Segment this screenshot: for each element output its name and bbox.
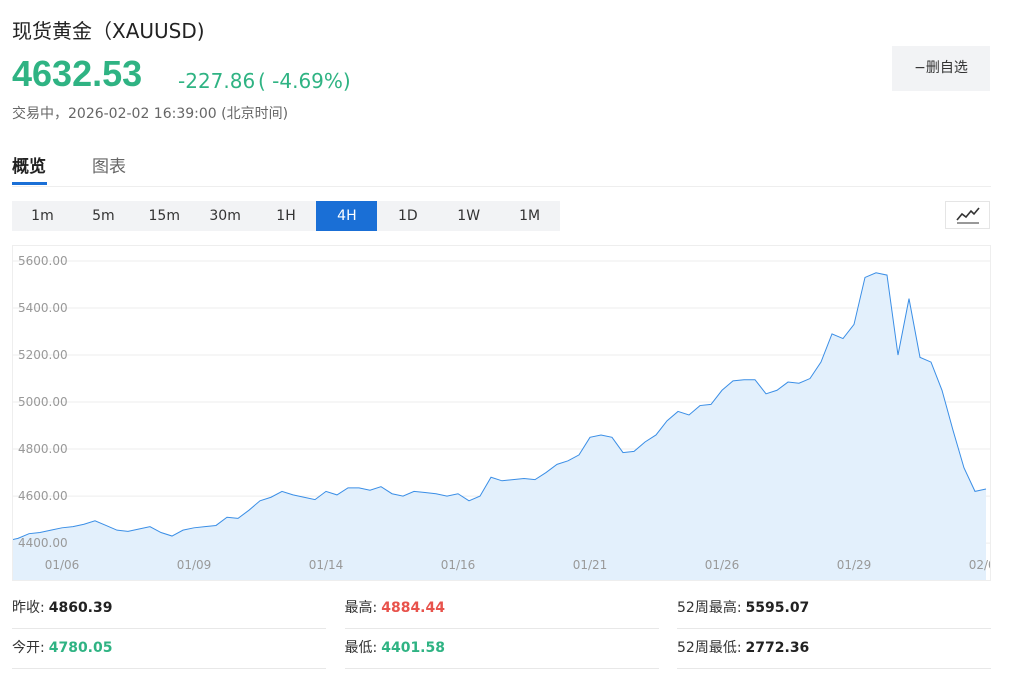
stat-item: 昨收: 4860.39 bbox=[12, 588, 326, 629]
stat-item: 最低: 4401.58 bbox=[344, 628, 659, 669]
y-tick-label: 4800.00 bbox=[18, 442, 68, 456]
watchlist-button[interactable]: −删自选 bbox=[892, 46, 990, 91]
stat-value: 4884.44 bbox=[381, 600, 445, 616]
asset-name: 现货黄金（XAUUSD) bbox=[12, 19, 205, 43]
timeframe-button[interactable]: 1W bbox=[457, 208, 481, 224]
stat-label: 52周最低: bbox=[677, 640, 742, 656]
x-tick-label: 02/02 bbox=[969, 558, 1004, 572]
stat-item: 最高: 4884.44 bbox=[344, 588, 659, 629]
y-tick-label: 4600.00 bbox=[18, 489, 68, 503]
stat-label: 最低: bbox=[344, 640, 378, 656]
x-tick-label: 01/26 bbox=[705, 558, 740, 572]
timeframe-button[interactable]: 5m bbox=[92, 208, 115, 224]
stat-value: 2772.36 bbox=[745, 640, 810, 656]
price: 4632.53 bbox=[12, 53, 143, 94]
tab-indicator bbox=[12, 182, 47, 185]
y-tick-label: 5200.00 bbox=[18, 348, 68, 362]
x-tick-label: 01/16 bbox=[441, 558, 476, 572]
timeframe-bar: 1m 5m 15m 30m 1H 4H 1D 1W 1M bbox=[12, 201, 560, 231]
y-tick-label: 5600.00 bbox=[18, 254, 68, 268]
tab[interactable]: 概览 bbox=[12, 157, 46, 177]
timeframe-button[interactable]: 4H bbox=[316, 201, 378, 231]
chart-type-button[interactable] bbox=[945, 201, 990, 229]
stat-item: 今开: 4780.05 bbox=[12, 628, 326, 669]
stat-item: 52周最低: 2772.36 bbox=[677, 628, 991, 669]
stat-value: 5595.07 bbox=[745, 600, 810, 616]
stat-value: 4401.58 bbox=[381, 640, 445, 656]
stat-label: 今开: bbox=[12, 640, 45, 656]
stat-item: 52周最高: 5595.07 bbox=[677, 588, 991, 629]
timeframe-button[interactable]: 1H bbox=[276, 208, 296, 224]
x-tick-label: 01/21 bbox=[573, 558, 608, 572]
timeframe-button[interactable]: 1D bbox=[397, 208, 418, 224]
timeframe-button[interactable]: 15m bbox=[148, 208, 180, 224]
y-tick-label: 5400.00 bbox=[18, 301, 68, 315]
stat-label: 最高: bbox=[344, 600, 378, 616]
area-fill bbox=[13, 272, 986, 580]
timeframe-button[interactable]: 30m bbox=[209, 208, 241, 224]
chart-type-icon bbox=[956, 207, 980, 224]
timeframe-button[interactable]: 1m bbox=[31, 208, 54, 224]
y-tick-label: 4400.00 bbox=[18, 536, 68, 550]
stat-label: 昨收: bbox=[12, 600, 45, 616]
trade-status: 交易中，2026-02-02 16:39:00 (北京时间) bbox=[12, 106, 289, 122]
timeframe-button[interactable]: 1M bbox=[519, 208, 541, 224]
divider bbox=[12, 186, 991, 187]
y-tick-label: 5000.00 bbox=[18, 395, 68, 409]
price-change: -227.86 bbox=[178, 69, 256, 93]
stat-label: 52周最高: bbox=[677, 600, 742, 616]
line bbox=[13, 272, 987, 540]
price-change-pct: ( -4.69%) bbox=[258, 69, 351, 93]
x-tick-label: 01/14 bbox=[309, 558, 344, 572]
stat-value: 4780.05 bbox=[48, 640, 113, 656]
x-tick-label: 01/09 bbox=[177, 558, 212, 572]
chart-frame bbox=[12, 245, 991, 581]
x-tick-label: 01/29 bbox=[837, 558, 872, 572]
stat-value: 4860.39 bbox=[48, 600, 113, 616]
tab[interactable]: 图表 bbox=[92, 157, 126, 177]
x-tick-label: 01/06 bbox=[45, 558, 80, 572]
